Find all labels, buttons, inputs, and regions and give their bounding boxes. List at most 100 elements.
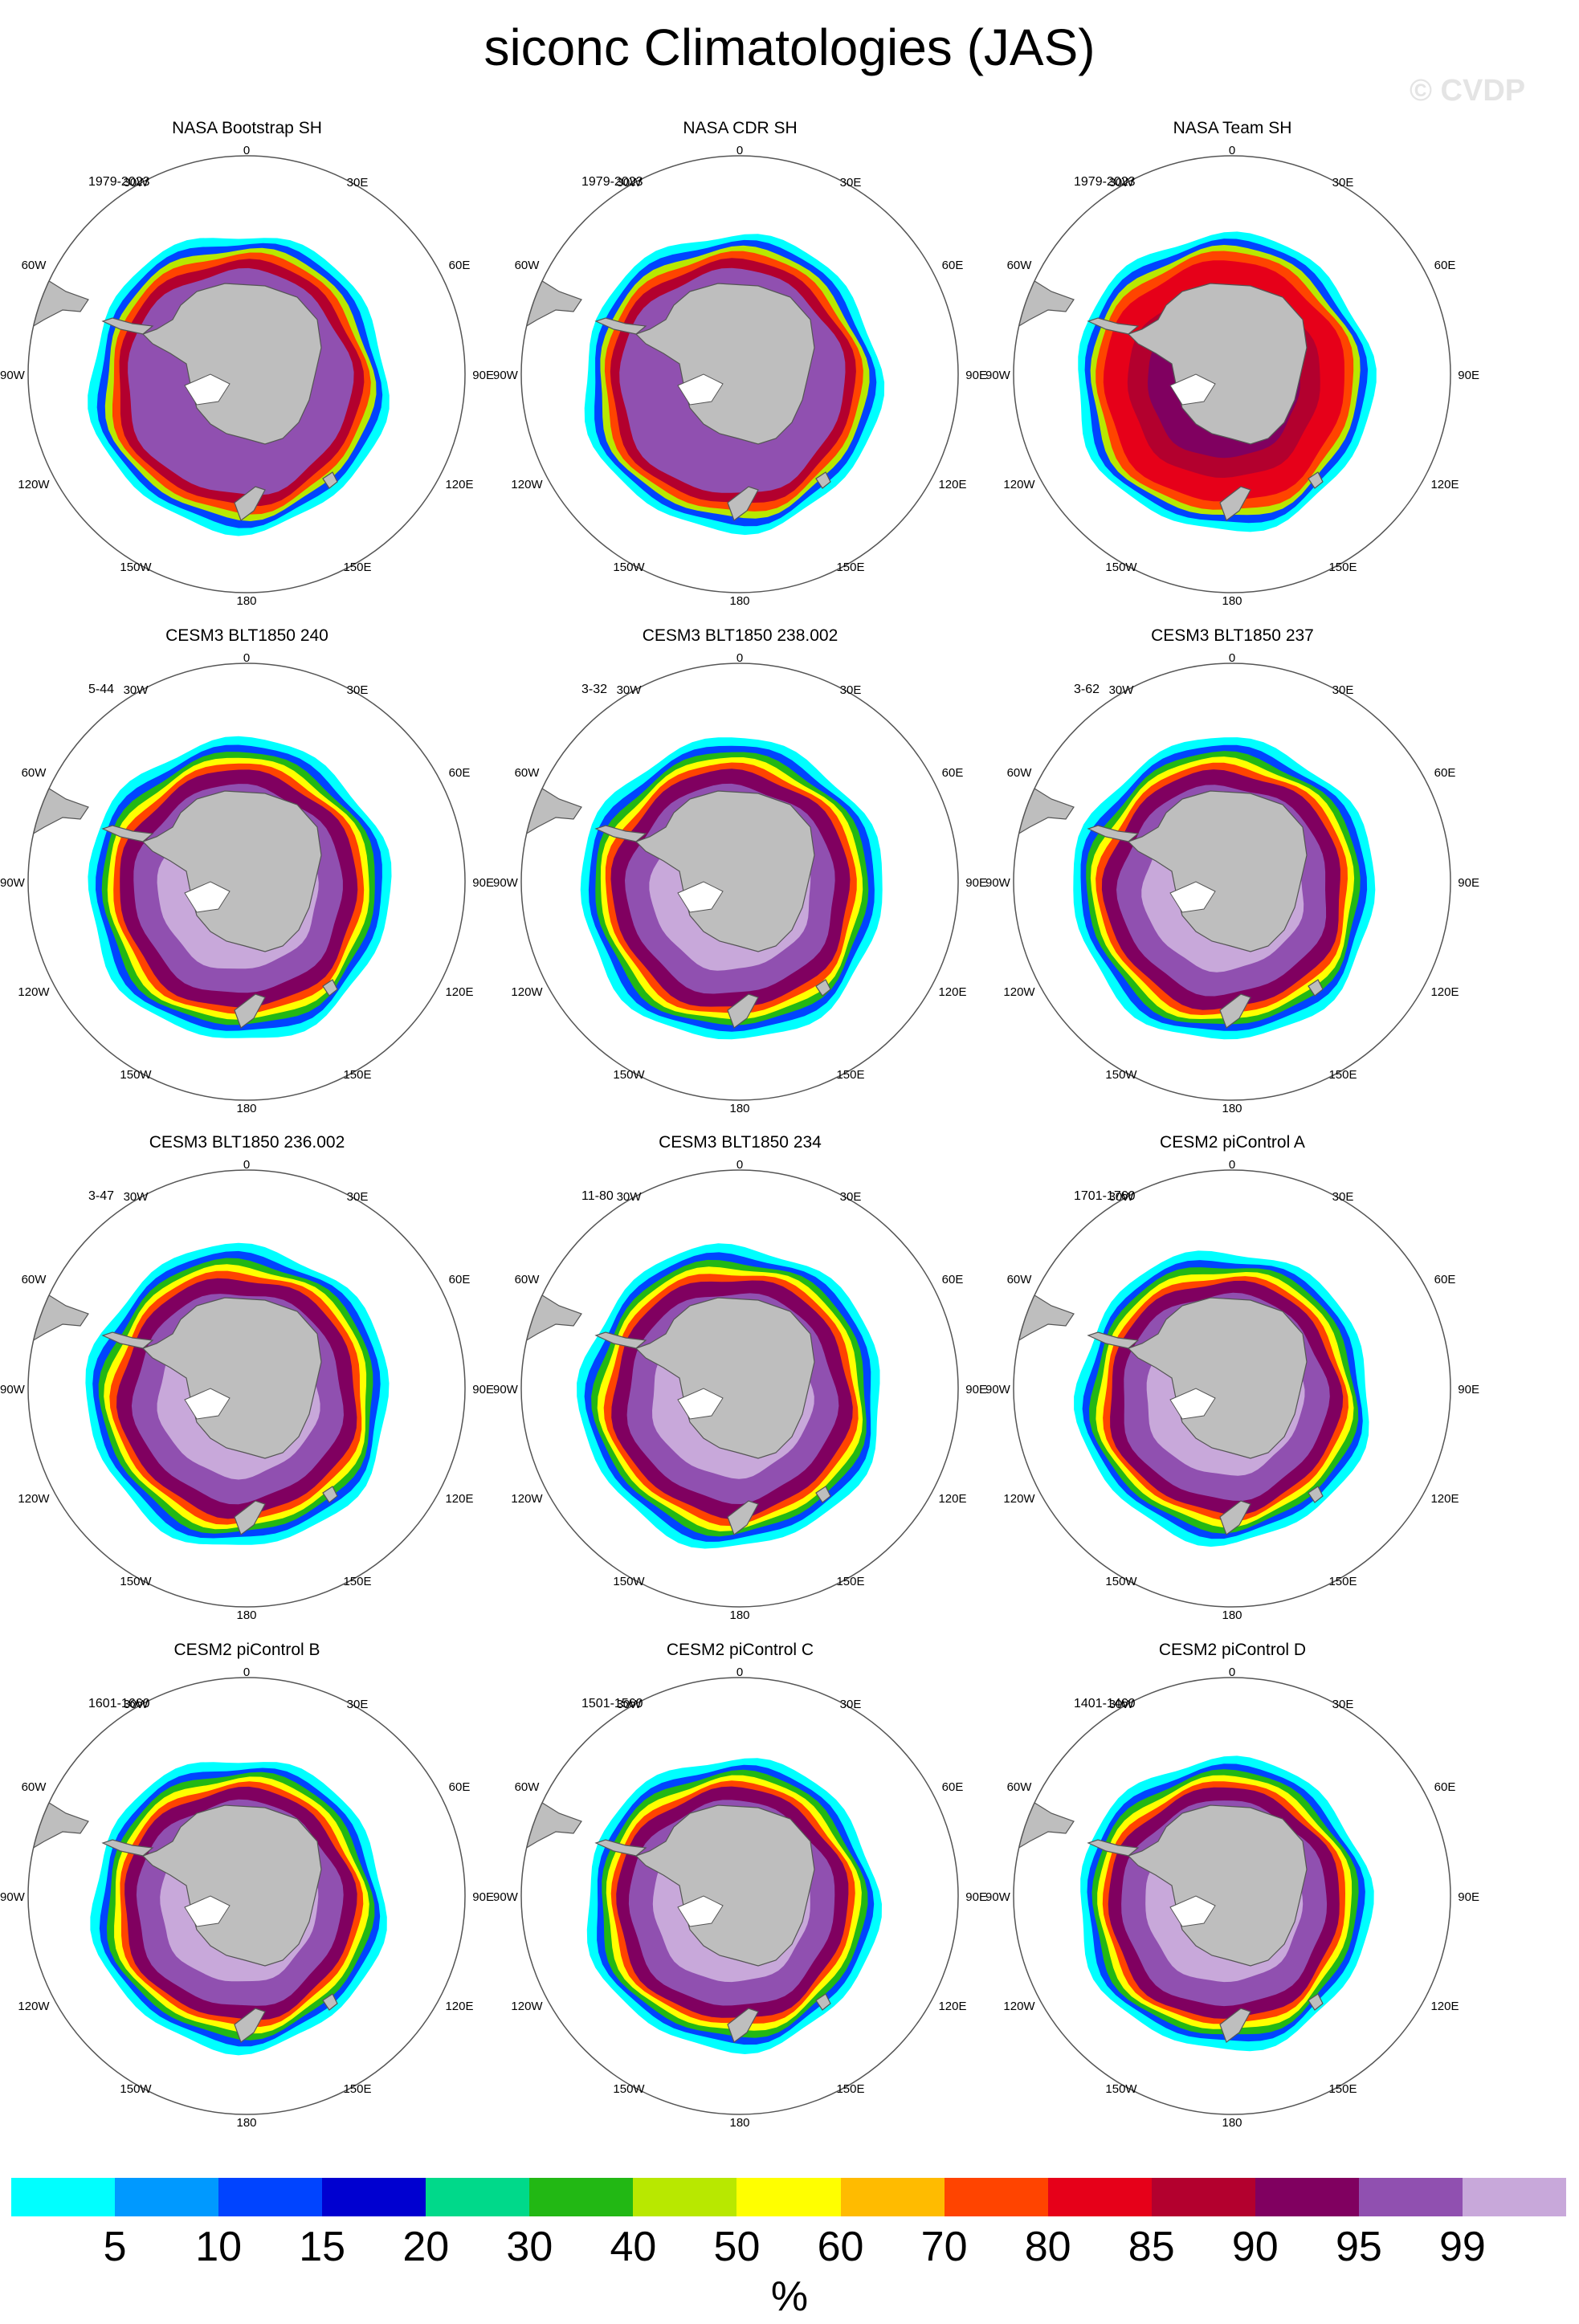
longitude-label: 150E [343, 1068, 371, 1082]
land-mass [141, 1804, 322, 1967]
land-mass [1087, 317, 1140, 335]
longitude-label: 120W [18, 2000, 50, 2013]
land-mass [1308, 471, 1324, 489]
map-boundary [27, 663, 466, 1101]
longitude-label: 90W [0, 369, 26, 382]
land-mass [1308, 979, 1324, 997]
ice-shelf [184, 881, 231, 913]
land-mass [1087, 1839, 1140, 1857]
longitude-label: 120E [445, 985, 473, 999]
longitude-label: 150E [1328, 1575, 1357, 1588]
ice-shelf [184, 1895, 231, 1927]
longitude-label: 180 [236, 2116, 256, 2130]
colorbar-box [1255, 2178, 1359, 2216]
panel-title: CESM3 BLT1850 237 [1151, 626, 1314, 645]
longitude-label: 150W [613, 1068, 645, 1082]
longitude-label: 0 [736, 651, 743, 665]
longitude-label: 180 [1222, 1608, 1242, 1622]
longitude-label: 60E [449, 1273, 471, 1286]
map-panel: 0 180 30E 60E 90E 120E 150E 30W 60W 90W 120W 150W CE… [493, 1641, 987, 2148]
longitude-label: 150E [343, 2082, 371, 2096]
longitude-label: 60W [515, 1273, 541, 1286]
polar-map: 0 180 30E 60E 90E 120E 150E 30W 60W 90W 120W 150W [0, 651, 494, 1115]
longitude-label: 90E [1458, 1383, 1479, 1396]
longitude-label: 60W [515, 259, 541, 272]
map-panel: 0 180 30E 60E 90E 120E 150E 30W 60W 90W 120W 150W CE… [0, 626, 494, 1134]
map-panel: 0 180 30E 60E 90E 120E 150E 30W 60W 90W 120W 150W CE… [0, 1641, 494, 2148]
longitude-label: 150E [836, 561, 864, 574]
longitude-label: 90E [965, 369, 987, 382]
polar-map: 0 180 30E 60E 90E 120E 150E 30W 60W 90W 120W 150W [985, 144, 1479, 608]
map-panel: 0 180 30E 60E 90E 120E 150E 30W 60W 90W 120W 150W CE… [493, 626, 987, 1134]
longitude-label: 120W [18, 985, 50, 999]
ice-shelf [1169, 1388, 1216, 1420]
land-mass [141, 1297, 322, 1459]
longitude-label: 60W [22, 259, 47, 272]
longitude-label: 90W [0, 1890, 26, 1904]
longitude-label: 30E [347, 683, 369, 697]
longitude-label: 150E [836, 1575, 864, 1588]
colorbar [11, 2178, 1566, 2216]
longitude-label: 60W [1007, 259, 1033, 272]
longitude-label: 60W [515, 1780, 541, 1794]
map-panel: 0 180 30E 60E 90E 120E 150E 30W 60W 90W 120W 150W CE… [0, 1133, 494, 1641]
map-boundary [1013, 1677, 1451, 2115]
colorbar-box [529, 2178, 634, 2216]
panel-years: 1979-2023 [581, 175, 643, 189]
longitude-label: 90W [985, 876, 1011, 890]
panel-title: CESM3 BLT1850 234 [659, 1133, 822, 1152]
polar-map: 0 180 30E 60E 90E 120E 150E 30W 60W 90W 120W 150W [0, 1158, 494, 1622]
land-mass [1127, 790, 1308, 952]
map-boundary [27, 1677, 466, 2115]
land-mass [727, 1500, 759, 1535]
longitude-label: 60E [942, 1780, 964, 1794]
longitude-label: 30E [840, 176, 862, 190]
panel-years: 1401-1460 [1074, 1697, 1136, 1710]
land-mass [634, 790, 815, 952]
longitude-label: 30W [1109, 683, 1135, 697]
longitude-label: 30W [617, 683, 643, 697]
longitude-label: 30W [1109, 1190, 1135, 1204]
longitude-label: 60W [1007, 1273, 1033, 1286]
map-boundary [27, 1169, 466, 1608]
colorbar-tick-label: 60 [817, 2224, 864, 2270]
longitude-label: 90E [472, 876, 494, 890]
land-mass [594, 825, 647, 842]
longitude-label: 30W [124, 1698, 149, 1711]
colorbar-tick-label: 40 [610, 2224, 657, 2270]
ice-shelf [1169, 373, 1216, 406]
longitude-label: 180 [729, 1102, 749, 1115]
polar-map: 0 180 30E 60E 90E 120E 150E 30W 60W 90W 120W 150W [493, 1666, 987, 2130]
panel-years: 1979-2023 [88, 175, 150, 189]
longitude-label: 150E [836, 2082, 864, 2096]
longitude-label: 120W [1003, 478, 1035, 491]
longitude-label: 0 [1229, 651, 1235, 665]
map-boundary [27, 155, 466, 593]
panel-title: CESM2 piControl C [666, 1641, 814, 1659]
longitude-label: 120W [511, 1492, 543, 1506]
panel-title: CESM3 BLT1850 236.002 [149, 1133, 345, 1152]
land-mass [634, 1297, 815, 1459]
land-mass [1219, 486, 1251, 521]
polar-map: 0 180 30E 60E 90E 120E 150E 30W 60W 90W 120W 150W [493, 651, 987, 1115]
polar-map: 0 180 30E 60E 90E 120E 150E 30W 60W 90W 120W 150W [985, 651, 1479, 1115]
colorbar-tick-label: 85 [1128, 2224, 1175, 2270]
longitude-label: 120E [1430, 1492, 1459, 1506]
land-mass [727, 2008, 759, 2043]
map-panel: 0 180 30E 60E 90E 120E 150E 30W 60W 90W 120W 150W NA… [0, 119, 494, 626]
colorbar-box [1151, 2178, 1255, 2216]
land-mass [101, 825, 154, 842]
land-mass [1087, 825, 1140, 842]
land-mass [1219, 1500, 1251, 1535]
longitude-label: 120W [511, 2000, 543, 2013]
map-panel: 0 180 30E 60E 90E 120E 150E 30W 60W 90W 120W 150W CE… [985, 1133, 1479, 1641]
longitude-label: 120W [1003, 985, 1035, 999]
longitude-label: 120E [1430, 2000, 1459, 2013]
longitude-label: 120E [938, 478, 966, 491]
colorbar-box [1047, 2178, 1152, 2216]
longitude-label: 90E [1458, 1890, 1479, 1904]
longitude-label: 60E [942, 766, 964, 780]
longitude-label: 30E [347, 1698, 369, 1711]
ice-shelf [677, 1895, 724, 1927]
longitude-label: 150E [836, 1068, 864, 1082]
